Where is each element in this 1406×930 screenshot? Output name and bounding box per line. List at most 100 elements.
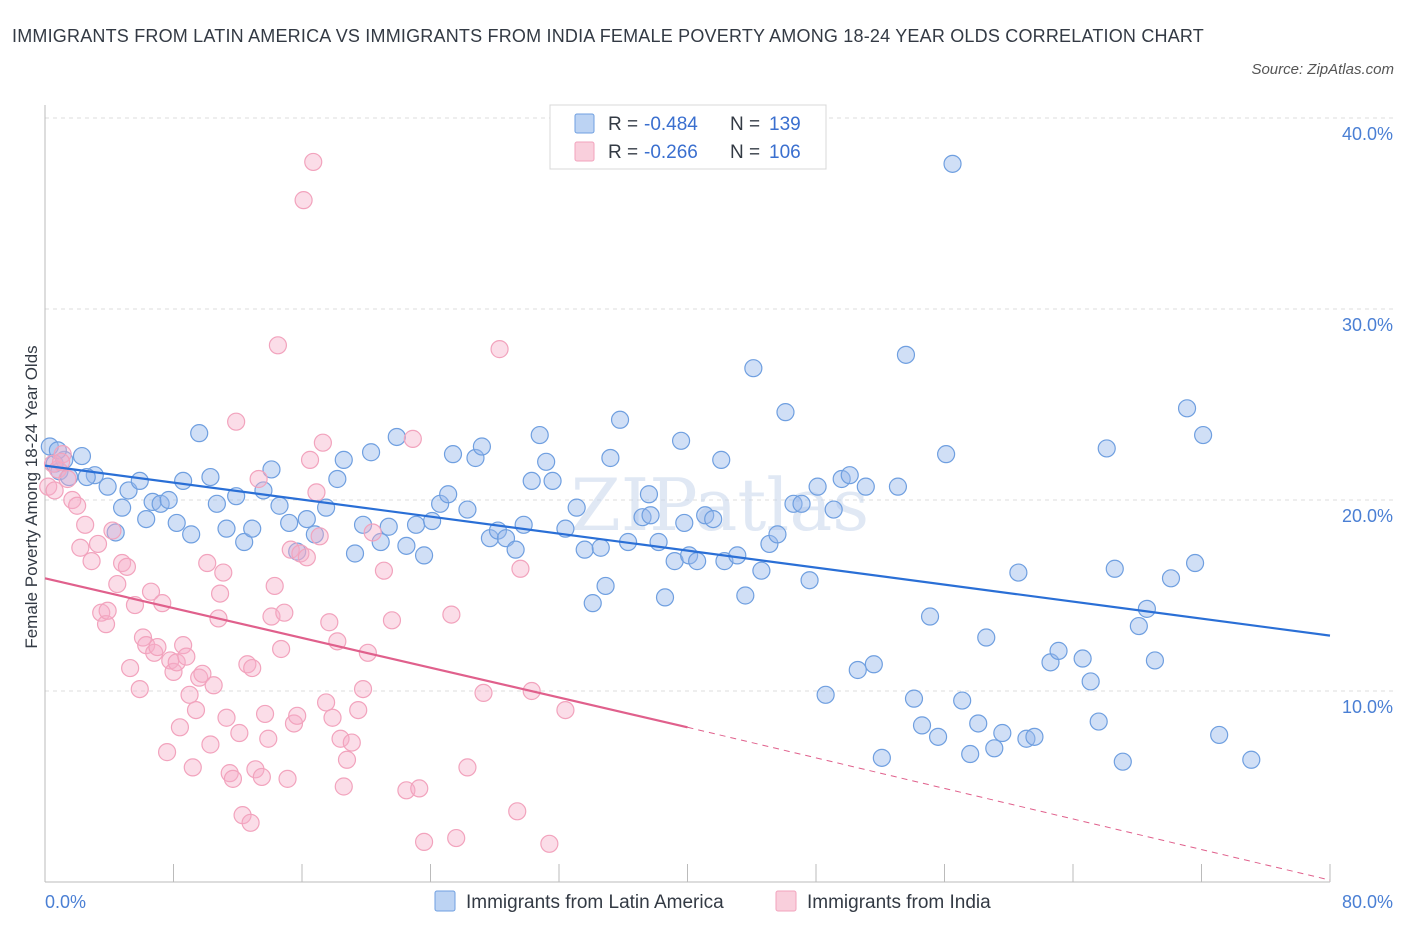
point-latin-america <box>98 477 117 496</box>
point-latin-america <box>912 716 932 735</box>
point-latin-america <box>406 515 426 534</box>
point-latin-america <box>840 466 859 485</box>
point-india <box>243 658 262 678</box>
point-latin-america <box>1009 563 1028 582</box>
x-tick-label: 80.0% <box>1342 892 1393 912</box>
stats-legend: R = -0.484 N = 139 R = -0.266 N = 106 <box>549 104 827 170</box>
point-latin-america <box>472 437 491 456</box>
point-latin-america <box>752 561 771 580</box>
point-india <box>320 613 339 632</box>
point-india <box>201 735 220 754</box>
point-india <box>540 834 559 853</box>
point-latin-america <box>744 359 763 378</box>
point-latin-america <box>1137 599 1156 618</box>
point-india <box>220 764 239 783</box>
point-india <box>210 584 230 603</box>
point-latin-america <box>1089 712 1108 731</box>
point-latin-america <box>353 515 373 534</box>
point-india <box>230 723 249 743</box>
point-india <box>288 706 307 725</box>
y-tick-label: 10.0% <box>1342 697 1393 717</box>
point-latin-america <box>522 471 541 490</box>
point-latin-america <box>920 607 940 626</box>
point-latin-america <box>808 477 827 496</box>
point-india <box>193 664 212 683</box>
point-india <box>223 769 243 788</box>
point-latin-america <box>1161 569 1181 588</box>
point-india <box>268 336 288 355</box>
point-latin-america <box>896 345 916 364</box>
point-latin-america <box>641 506 660 525</box>
point-latin-america <box>671 431 691 450</box>
x-tick-labels: 0.0% 80.0% <box>45 892 1393 912</box>
trend-line-india-extrapolated <box>687 726 1331 881</box>
legend-r-value: -0.484 <box>644 114 698 135</box>
point-india <box>170 718 190 737</box>
point-latin-america <box>937 445 956 464</box>
point-latin-america <box>1097 439 1116 458</box>
point-latin-america <box>1145 651 1165 670</box>
point-latin-america <box>864 655 883 674</box>
legend-n-label: N = <box>730 114 760 135</box>
point-india <box>331 729 350 748</box>
point-latin-america <box>443 445 463 464</box>
point-latin-america <box>1242 750 1261 769</box>
point-india <box>294 191 313 210</box>
point-india <box>96 615 116 634</box>
point-india <box>442 605 461 624</box>
trend-lines <box>44 464 1331 881</box>
legend-n-value: 139 <box>769 114 801 135</box>
point-india <box>51 452 71 471</box>
point-india <box>130 679 149 699</box>
point-india <box>323 708 342 727</box>
point-india <box>414 832 434 851</box>
point-latin-america <box>888 477 908 496</box>
point-latin-america <box>458 500 477 519</box>
point-latin-america <box>207 494 226 513</box>
point-india <box>246 760 265 779</box>
point-india <box>76 515 95 534</box>
point-latin-america <box>816 685 835 704</box>
point-india <box>167 653 186 672</box>
point-latin-america <box>712 450 731 469</box>
point-latin-america <box>1105 559 1124 578</box>
point-latin-america <box>414 546 434 565</box>
point-india <box>204 676 223 695</box>
point-india <box>117 557 137 576</box>
point-latin-america <box>1081 672 1100 691</box>
point-india <box>403 429 422 448</box>
point-india <box>363 523 382 542</box>
point-latin-america <box>904 689 924 708</box>
x-tick-label: 0.0% <box>45 892 86 912</box>
point-latin-america <box>591 538 610 557</box>
point-latin-america <box>297 509 316 529</box>
point-latin-america <box>288 542 307 561</box>
point-india <box>45 481 64 500</box>
point-india <box>511 559 530 578</box>
point-india <box>490 340 509 359</box>
point-india <box>186 700 206 720</box>
point-india <box>556 700 575 720</box>
point-latin-america <box>1073 649 1092 668</box>
point-latin-america <box>985 739 1004 758</box>
point-india <box>252 767 271 787</box>
point-latin-america <box>856 477 875 496</box>
point-latin-america <box>243 519 262 538</box>
point-latin-america <box>567 498 586 517</box>
point-latin-america <box>928 727 948 746</box>
point-latin-america <box>280 513 299 533</box>
point-latin-america <box>601 448 620 468</box>
source-label: Source: ZipAtlas.com <box>1251 61 1394 78</box>
point-latin-america <box>530 425 549 445</box>
point-india <box>217 708 236 727</box>
point-latin-america <box>235 532 254 552</box>
point-india <box>82 552 101 571</box>
point-latin-america <box>583 594 602 613</box>
legend-swatch-india <box>775 890 797 912</box>
point-india <box>183 758 202 777</box>
point-latin-america <box>106 523 125 542</box>
point-india <box>92 603 111 622</box>
point-latin-america <box>439 485 458 504</box>
point-latin-america <box>543 471 562 490</box>
point-india <box>278 769 297 788</box>
